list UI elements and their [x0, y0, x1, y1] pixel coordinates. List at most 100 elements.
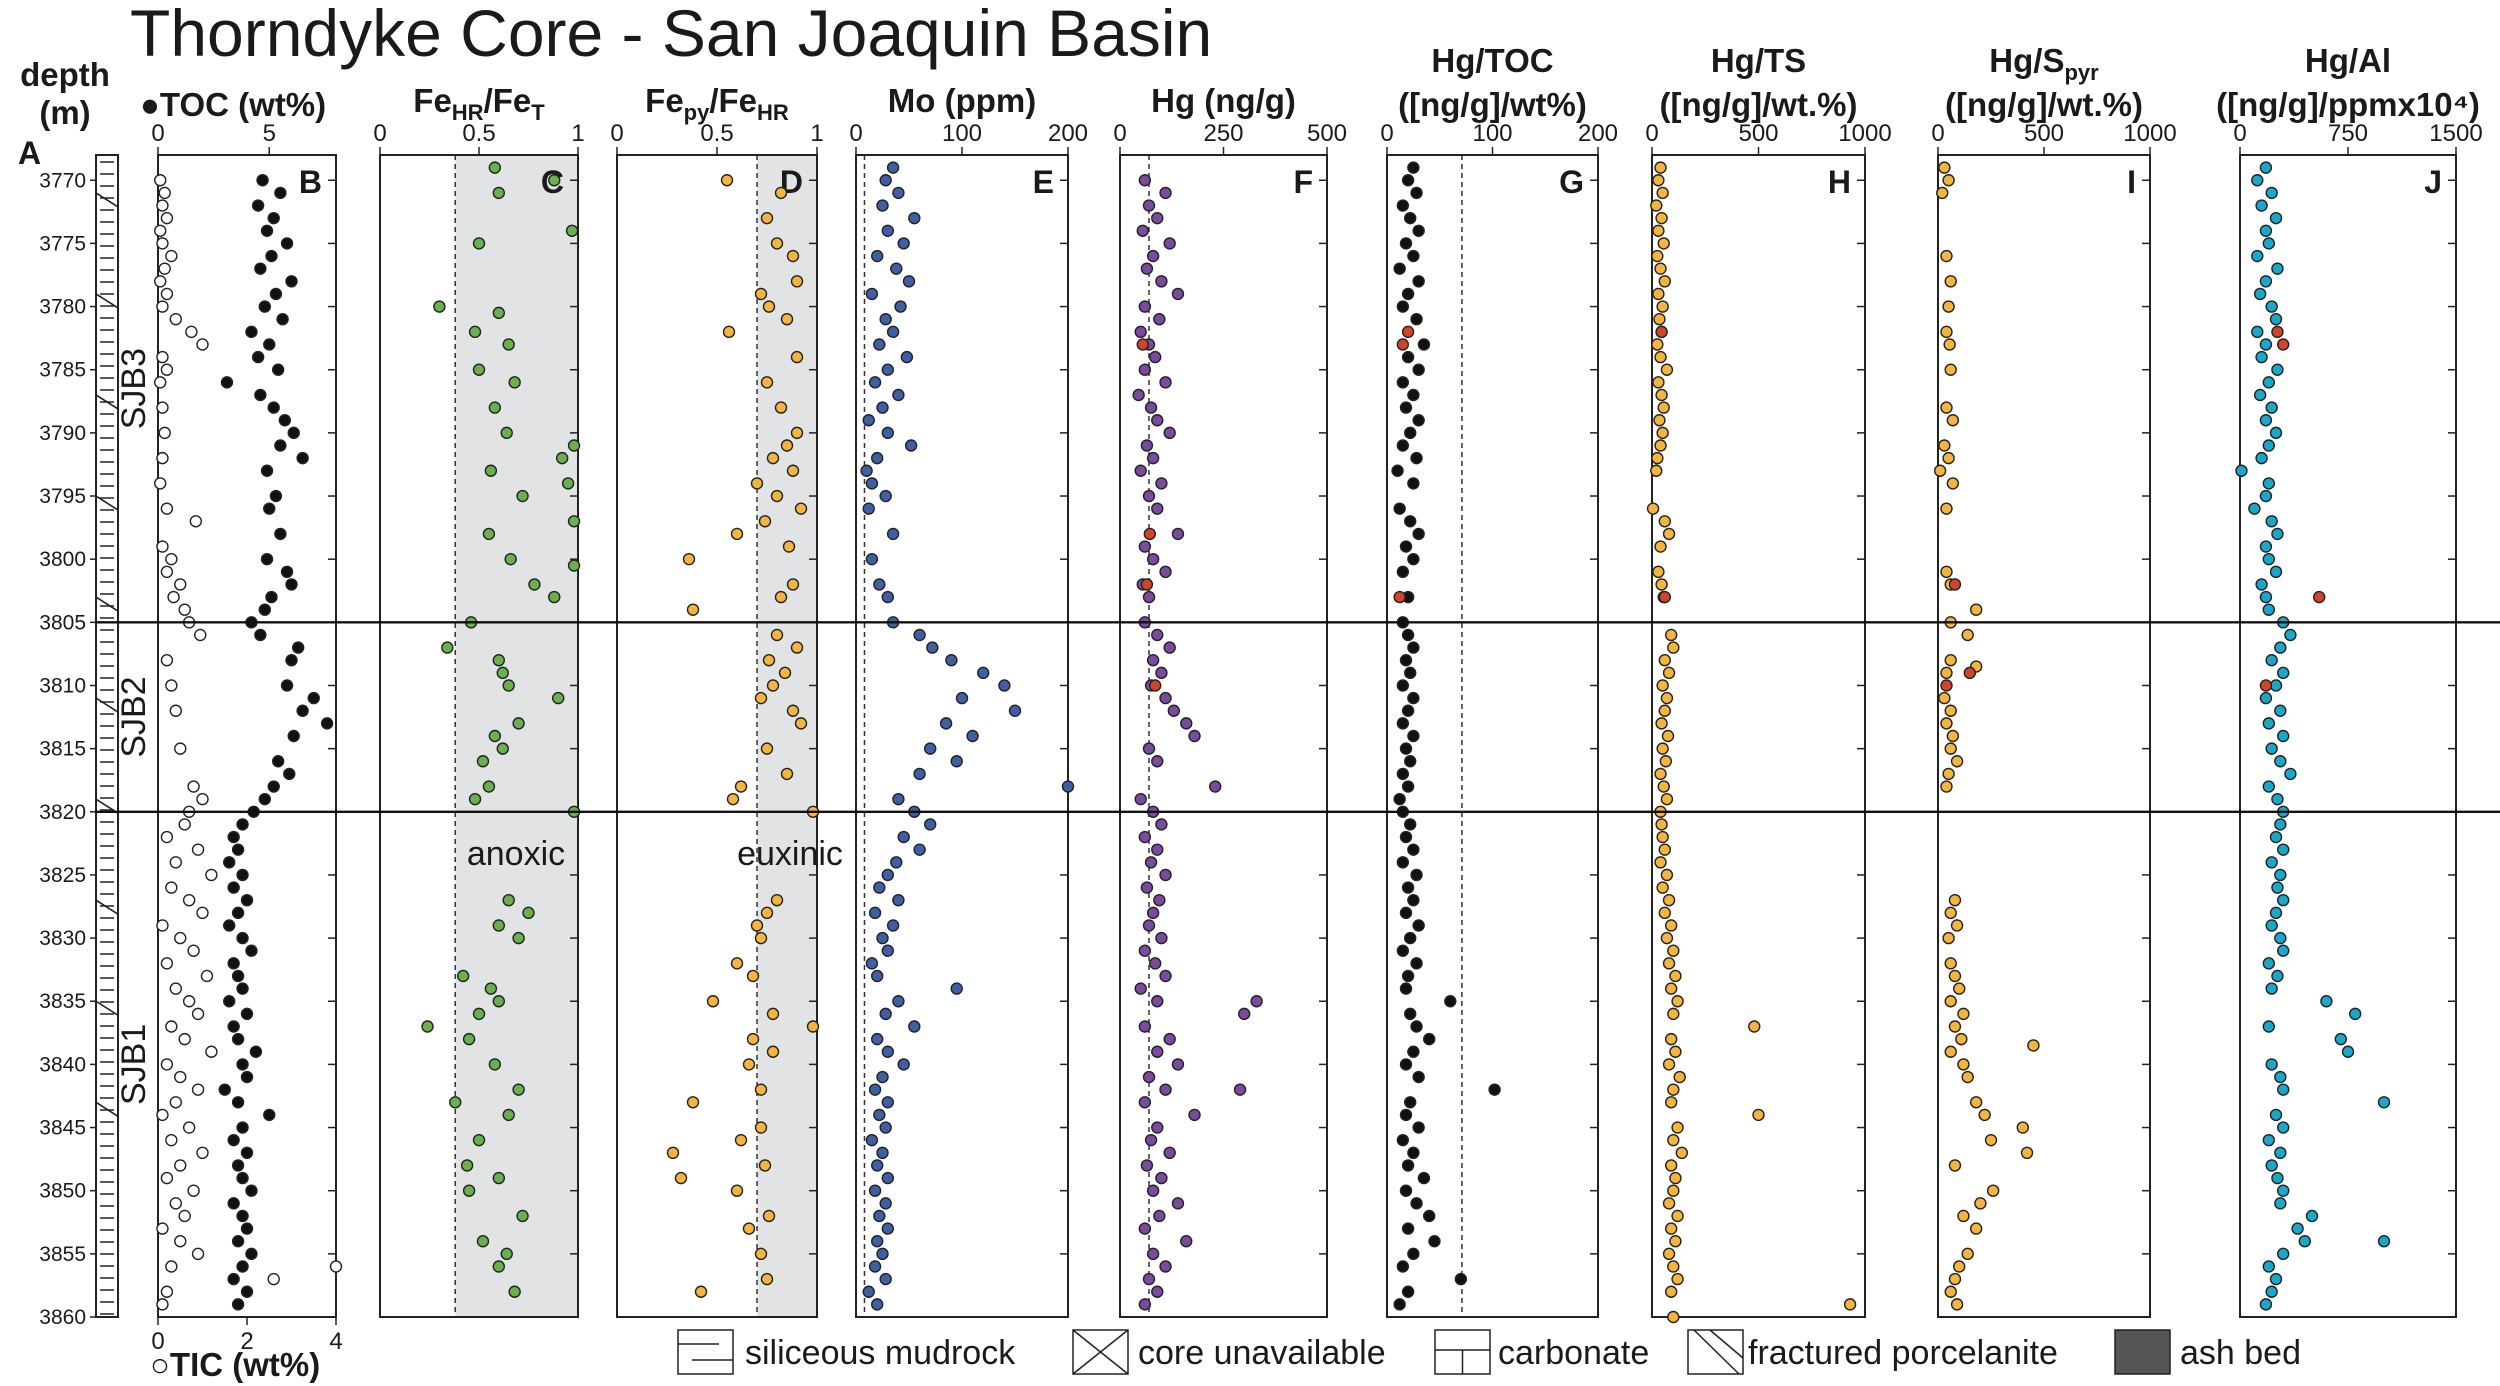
panel-header-sub-i: ([ng/g]/wt.%)	[1945, 86, 2143, 123]
d-point	[786, 704, 800, 717]
g-point	[1407, 641, 1420, 654]
tic-point	[165, 249, 178, 263]
legend-label-ash: ash bed	[2180, 1334, 2301, 1372]
i-point	[1944, 957, 1957, 970]
f-point	[1151, 502, 1164, 515]
f-ash-point	[1140, 578, 1154, 591]
h-point	[1651, 451, 1664, 465]
f-point	[1250, 995, 1263, 1008]
e-point	[902, 275, 916, 288]
tic-point	[156, 350, 169, 364]
j-point	[2259, 338, 2273, 351]
e-point	[865, 1133, 879, 1147]
legend-swatch-siliceous	[677, 1329, 734, 1375]
j-point	[2265, 401, 2278, 414]
porcelanite-mark	[95, 293, 119, 309]
panel-header-f: Hg (ng/g)	[1151, 82, 1296, 119]
e-point	[862, 1285, 875, 1298]
d-point	[754, 1083, 768, 1096]
toc-point	[254, 388, 267, 402]
j-point	[2262, 1020, 2276, 1033]
toc-point	[240, 1285, 254, 1298]
j-ash-point	[2276, 338, 2290, 351]
c-point	[512, 1083, 525, 1096]
f-point	[1151, 995, 1164, 1008]
x-tick-label: 0	[1380, 120, 1393, 147]
h-point	[1669, 1235, 1682, 1248]
i-point	[1950, 1298, 1964, 1311]
f-point	[1163, 426, 1176, 440]
c-point	[552, 691, 565, 705]
j-point	[2269, 565, 2283, 579]
toc-point	[222, 995, 236, 1008]
d-point	[746, 969, 760, 983]
j-point	[2262, 780, 2276, 793]
g-point	[1396, 767, 1410, 781]
tic-point	[160, 1058, 174, 1071]
panel-header-sub-j: ([ng/g]/ppmx10⁴)	[2216, 86, 2480, 123]
legend-label-carbonate: carbonate	[1498, 1334, 1649, 1372]
depth-tick-label: 3780	[39, 296, 86, 319]
h-point	[1667, 1007, 1680, 1021]
tic-point	[169, 312, 183, 326]
e-point	[1061, 780, 1075, 793]
g-point	[1396, 199, 1410, 212]
h-point	[1667, 1184, 1680, 1197]
tic-point	[156, 237, 169, 250]
j-point	[2259, 489, 2273, 503]
g-point	[1412, 275, 1425, 288]
j-point	[2262, 376, 2276, 389]
f-point	[1159, 376, 1172, 389]
porcelanite-mark	[95, 394, 119, 410]
f-point	[1151, 843, 1164, 856]
c-point	[492, 1260, 505, 1273]
g-point	[1407, 1146, 1420, 1160]
d-point	[730, 527, 744, 541]
h-point	[1664, 1285, 1678, 1298]
f-point	[1138, 300, 1152, 313]
e-point	[881, 868, 894, 882]
f-point	[1163, 641, 1176, 654]
depth-tick-label: 3800	[39, 548, 86, 571]
g-point	[1399, 830, 1413, 844]
bottom-tick-label: 0	[151, 1328, 164, 1355]
c-point	[555, 451, 569, 465]
x-tick-label: 1	[571, 120, 584, 147]
j-point	[2274, 818, 2287, 831]
e-point	[876, 1070, 889, 1084]
j-point	[2265, 186, 2278, 200]
g-point	[1407, 161, 1420, 174]
panel-header-i: Hg/Spyr	[1989, 42, 2099, 85]
tic-point	[154, 174, 167, 187]
panel-letter-i: I	[2127, 164, 2136, 200]
f-point	[1142, 489, 1156, 503]
c-point	[492, 654, 505, 667]
i-point	[1946, 729, 1960, 743]
j-point	[2284, 767, 2297, 781]
e-point	[892, 995, 905, 1008]
toc-point	[251, 350, 265, 364]
i-point	[2027, 1039, 2040, 1052]
toc-point	[218, 1083, 231, 1096]
toc-point	[274, 439, 287, 452]
j-point	[2269, 679, 2283, 692]
i-point	[1942, 174, 1955, 187]
d-point	[722, 325, 736, 339]
j-point	[2271, 527, 2284, 541]
j-point	[2276, 729, 2290, 743]
d-point	[762, 300, 776, 313]
f-point	[1144, 401, 1158, 414]
unit-label-sjb2: SJB2	[115, 676, 153, 757]
panel-header-j: Hg/Al	[2305, 42, 2391, 79]
g-point	[1410, 1197, 1423, 1210]
i-point	[1933, 464, 1947, 477]
tic-point	[169, 856, 183, 869]
g-point	[1412, 919, 1425, 932]
depth-tick-label: 3830	[39, 927, 86, 950]
d-point	[780, 439, 794, 452]
d-point	[730, 1184, 744, 1197]
h-ash-point	[1658, 590, 1671, 604]
c-point	[492, 995, 505, 1008]
e-point	[865, 552, 879, 566]
depth-label: depth	[20, 56, 110, 93]
